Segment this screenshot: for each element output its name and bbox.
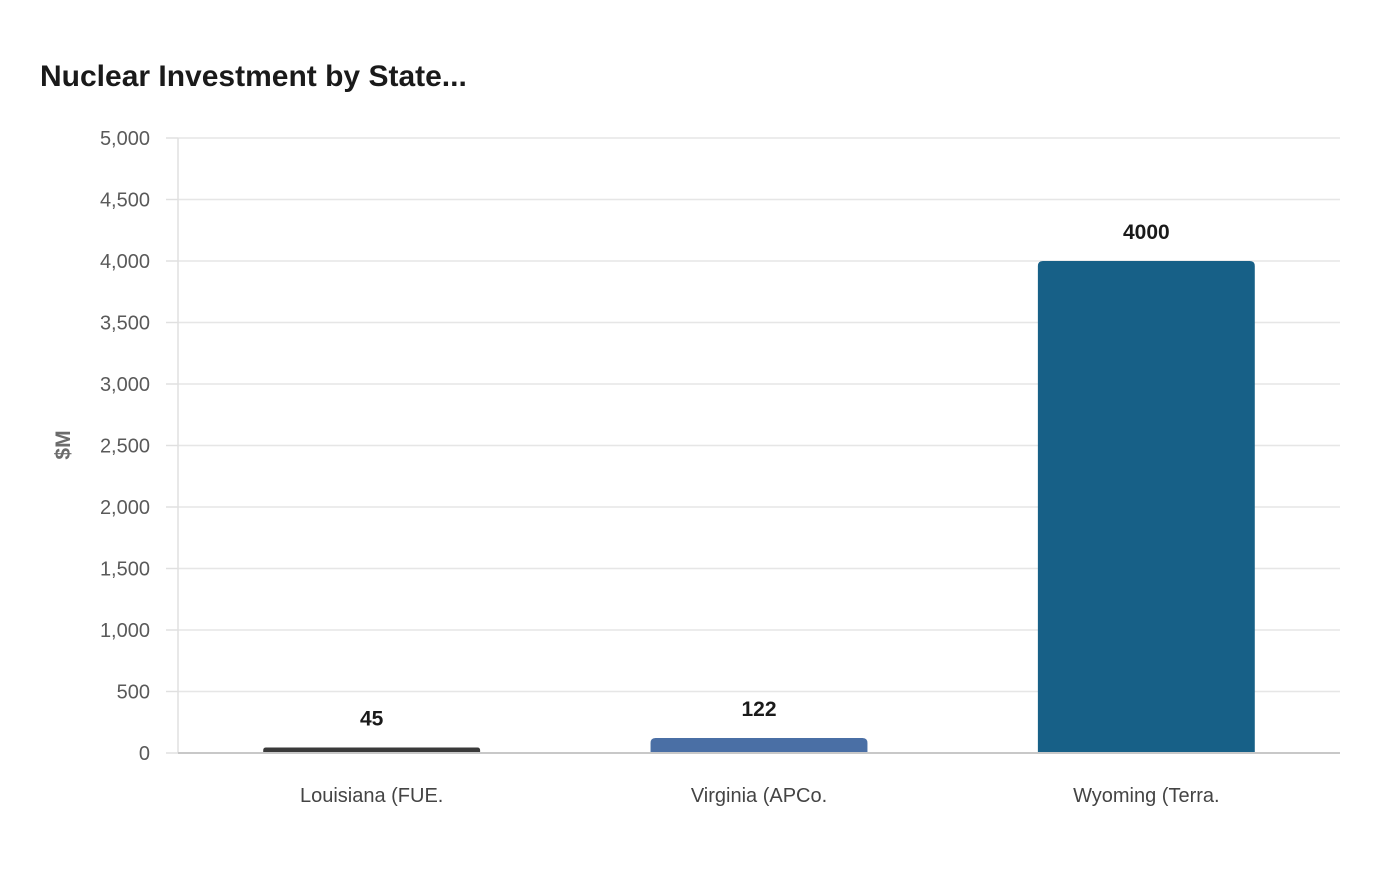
bar xyxy=(650,737,868,753)
y-tick-label: 0 xyxy=(139,743,150,765)
bar-data-label: 122 xyxy=(741,698,776,721)
chart-title: Nuclear Investment by State... xyxy=(40,60,467,93)
y-tick-label: 2,500 xyxy=(100,436,150,458)
y-tick-label: 1,000 xyxy=(100,620,150,642)
x-category-label: Wyoming (Terra. xyxy=(1073,785,1220,807)
y-tick-label: 500 xyxy=(117,682,150,704)
y-tick-label: 3,500 xyxy=(100,313,150,335)
y-tick-label: 4,500 xyxy=(100,190,150,212)
y-tick-label: 2,000 xyxy=(100,497,150,519)
y-tick-label: 4,000 xyxy=(100,251,150,273)
y-axis-title: $M xyxy=(52,430,75,459)
y-axis-ticks: 0 500 1,000 1,500 2,000 2,500 3,000 3,500 4,000 4… xyxy=(100,128,178,765)
bar-data-label: 45 xyxy=(360,707,384,730)
y-tick-label: 5,000 xyxy=(100,128,150,150)
bar xyxy=(263,747,481,753)
y-tick-label: 1,500 xyxy=(100,559,150,581)
bar-data-label: 4000 xyxy=(1123,221,1170,244)
x-category-label: Louisiana (FUE. xyxy=(300,785,443,807)
x-category-label: Virginia (APCo. xyxy=(691,785,827,807)
data-labels: 45 122 4000 xyxy=(360,221,1170,730)
bars xyxy=(263,261,1255,753)
bar xyxy=(1037,261,1255,753)
x-axis-categories: Louisiana (FUE. Virginia (APCo. Wyoming (T… xyxy=(300,785,1220,807)
y-tick-label: 3,000 xyxy=(100,374,150,396)
